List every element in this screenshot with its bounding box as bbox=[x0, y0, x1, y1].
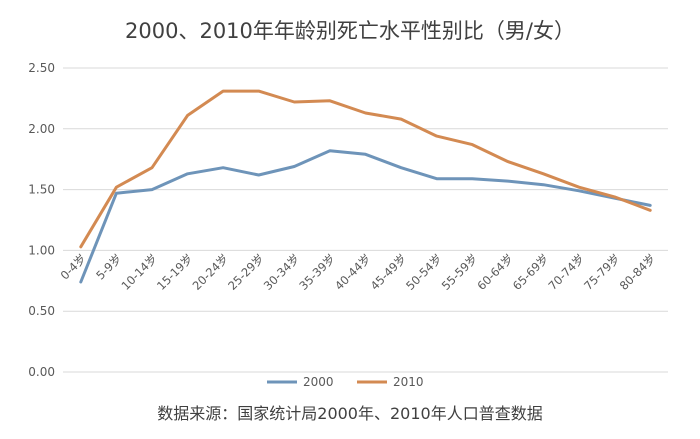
x-tick-label: 10-14岁 bbox=[118, 251, 160, 293]
legend: 2000 2010 bbox=[267, 375, 424, 389]
series-lines bbox=[79, 89, 652, 284]
x-tick-label: 15-19岁 bbox=[154, 251, 196, 293]
x-tick-label: 0-4岁 bbox=[58, 251, 89, 282]
series-line-2010 bbox=[79, 89, 652, 249]
y-tick-label: 1.00 bbox=[28, 243, 55, 257]
x-tick-label: 40-44岁 bbox=[332, 251, 374, 293]
y-tick-label: 2.50 bbox=[28, 61, 55, 75]
y-axis-ticks: 0.00 0.50 1.00 1.50 2.00 2.50 bbox=[28, 61, 55, 379]
x-tick-label: 70-74岁 bbox=[545, 251, 587, 293]
legend-label-2010: 2010 bbox=[393, 375, 424, 389]
x-tick-label: 60-64岁 bbox=[474, 251, 516, 293]
chart-title: 2000、2010年年龄别死亡水平性别比（男/女） bbox=[125, 19, 575, 43]
y-tick-label: 2.00 bbox=[28, 122, 55, 136]
y-tick-label: 0.00 bbox=[28, 365, 55, 379]
y-tick-label: 1.50 bbox=[28, 183, 55, 197]
x-tick-label: 35-39岁 bbox=[296, 251, 338, 293]
x-tick-label: 25-29岁 bbox=[225, 251, 267, 293]
x-tick-label: 20-24岁 bbox=[190, 251, 232, 293]
x-tick-label: 30-34岁 bbox=[261, 251, 303, 293]
x-tick-label: 80-84岁 bbox=[617, 251, 659, 293]
source-note: 数据来源：国家统计局2000年、2010年人口普查数据 bbox=[157, 404, 542, 423]
gridlines bbox=[63, 67, 668, 373]
x-tick-label: 50-54岁 bbox=[403, 251, 445, 293]
x-axis-ticks: 0-4岁 5-9岁10-14岁15-19岁20-24岁25-29岁30-34岁35… bbox=[58, 251, 659, 293]
x-tick-label: 65-69岁 bbox=[510, 251, 552, 293]
legend-label-2000: 2000 bbox=[303, 375, 334, 389]
x-tick-label: 45-49岁 bbox=[368, 251, 410, 293]
x-tick-label: 55-59岁 bbox=[439, 251, 481, 293]
x-tick-label: 75-79岁 bbox=[581, 251, 623, 293]
y-tick-label: 0.50 bbox=[28, 304, 55, 318]
x-tick-label: 5-9岁 bbox=[93, 251, 124, 282]
